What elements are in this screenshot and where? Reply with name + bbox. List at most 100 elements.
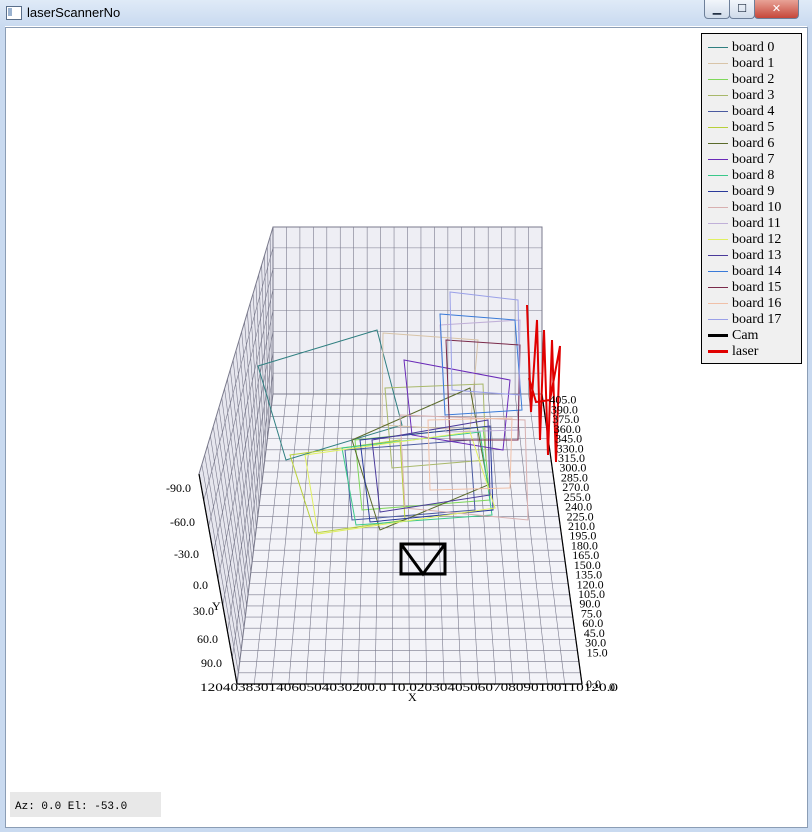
board-1 [381,332,479,431]
board-14 [439,313,523,416]
z-tick: 195.0 [569,529,596,543]
y-tick: -30.0 [174,547,199,561]
legend-item: board 12 [702,232,801,248]
y-axis-line [198,473,238,685]
z-tick: 315.0 [558,451,585,465]
legend-swatch [708,207,728,208]
laser-polyline [526,304,561,463]
z-tick: 75.0 [581,606,602,620]
y-tick: -60.0 [170,515,195,529]
laser-lines [526,304,561,463]
legend-item: board 15 [702,280,801,296]
legend-swatch [708,47,728,48]
window-frame-left [0,26,5,832]
legend-label: board 1 [732,56,775,71]
grid-line [249,302,263,484]
board-0 [257,329,403,461]
legend-swatch [708,63,728,64]
z-tick: 270.0 [562,480,589,494]
grid-line [258,274,267,450]
legend-swatch [708,334,728,337]
legend-item: board 4 [702,104,801,120]
z-tick: 330.0 [557,441,584,455]
z-tick-corner: 0 [609,680,615,694]
grid-line [218,407,247,606]
calibration-boards [257,291,529,535]
z-tick: 15.0 [587,645,608,659]
view-angle-status: Az: 0.0 El: -53.0 [10,792,161,817]
z-tick: 165.0 [572,548,599,562]
z-tick-zero: 0.0 [586,677,601,691]
z-tick: 390.0 [551,402,578,416]
legend-swatch [708,319,728,320]
grid-line [224,388,250,584]
z-tick: 150.0 [574,558,601,572]
camera-frustum [399,543,447,577]
grid-line [204,454,241,662]
grid-line [210,435,243,640]
legend-swatch [708,175,728,176]
z-tick: 285.0 [561,470,588,484]
z-tick: 135.0 [575,568,602,582]
z-tick: 255.0 [564,490,591,504]
close-button[interactable]: ✕ [754,0,799,19]
legend-item: board 8 [702,168,801,184]
legend-swatch [708,350,728,353]
legend-swatch [708,79,728,80]
legend-label: board 11 [732,216,781,231]
grid-line [267,245,271,417]
legend-label: board 0 [732,40,775,55]
y-axis-label: Y [212,599,221,613]
legend-swatch [708,159,728,160]
grid-line [238,340,257,528]
grid-line [207,445,242,651]
legend: board 0 board 1 board 2 board 3 board 4 board… [701,33,802,364]
legend-item: board 10 [702,200,801,216]
y-axis-ticks: -90.0 -60.0 -30.0 0.0 30.0 60.0 90.0 [166,481,222,670]
legend-swatch [708,271,728,272]
z-axis-ticks: 15.030.045.060.075.090.0105.0120.0135.01… [549,393,615,694]
grid-line [269,236,272,406]
z-tick: 345.0 [555,432,582,446]
legend-item: Cam [702,328,801,344]
z-tick: 360.0 [554,422,581,436]
grid-line [215,416,246,618]
legend-swatch [708,95,728,96]
grid-line [212,426,245,629]
x-axis-ticks: 12040383014060504030200.0 10.02030405060… [200,680,618,694]
legend-label: board 7 [732,152,775,167]
legend-item: board 13 [702,248,801,264]
left-wall-grid [198,226,274,685]
legend-label: board 12 [732,232,782,247]
board-17 [449,291,521,396]
x-axis-label: X [408,690,417,704]
legend-item: board 0 [702,40,801,56]
legend-label: board 9 [732,184,775,199]
z-tick: 225.0 [567,509,594,523]
legend-label: board 6 [732,136,775,151]
legend-label: Cam [732,328,759,343]
legend-swatch [708,111,728,112]
board-16 [427,417,513,491]
legend-label: board 2 [732,72,775,87]
z-tick: 45.0 [584,626,605,640]
z-tick: 405.0 [549,393,576,407]
legend-swatch [708,287,728,288]
grid-line [241,331,259,517]
legend-swatch [708,127,728,128]
z-tick: 180.0 [571,538,598,552]
legend-label: board 13 [732,248,782,263]
floor-grid [198,393,583,685]
app-window-icon [6,6,22,20]
title-bar[interactable]: laserScannerNo ▁ ☐ ✕ [0,0,812,26]
legend-item: board 9 [702,184,801,200]
board-12 [304,431,496,535]
legend-label: board 16 [732,296,782,311]
legend-item: board 14 [702,264,801,280]
legend-swatch [708,255,728,256]
window-frame-bottom [0,827,812,832]
legend-item: laser [702,344,801,360]
back-wall-grid [272,226,543,395]
legend-label: board 3 [732,88,775,103]
